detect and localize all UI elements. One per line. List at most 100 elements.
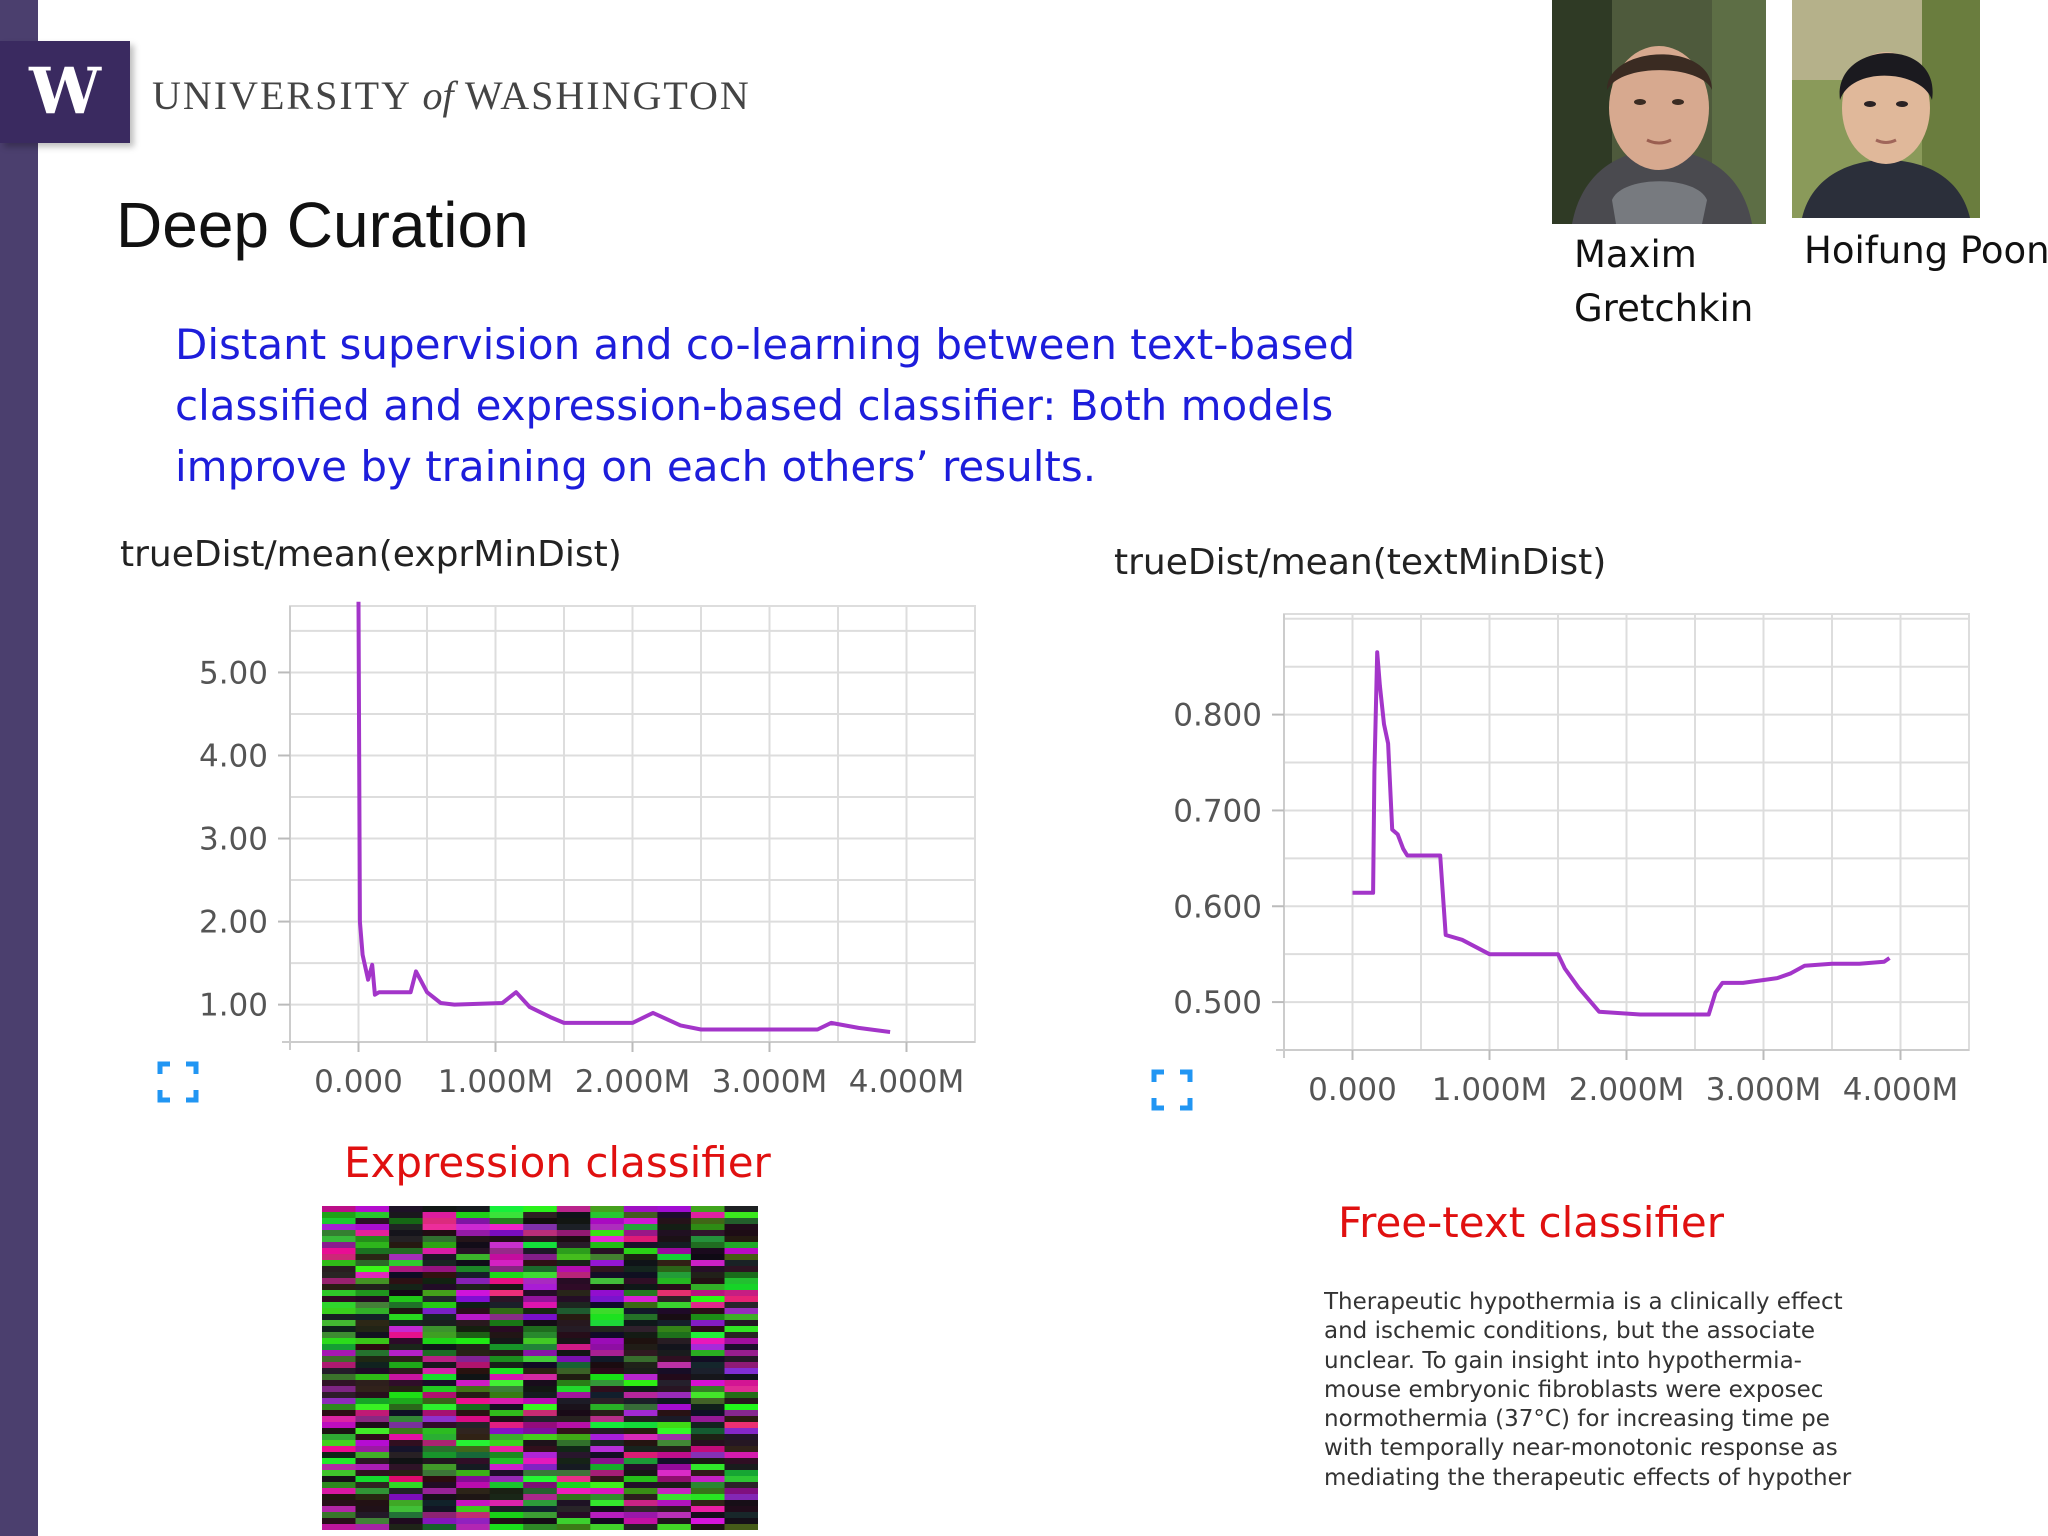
- heatmap-cell: [523, 1230, 558, 1237]
- heatmap-cell: [657, 1218, 692, 1225]
- heatmap-cell: [456, 1242, 491, 1249]
- heatmap-cell: [590, 1344, 625, 1351]
- heatmap-cell: [556, 1428, 591, 1435]
- heatmap-cell: [724, 1332, 758, 1339]
- heatmap-cell: [556, 1446, 591, 1453]
- heatmap-cell: [355, 1326, 390, 1333]
- heatmap-cell: [523, 1422, 558, 1429]
- heatmap-cell: [556, 1452, 591, 1459]
- heatmap-cell: [489, 1524, 524, 1530]
- free-text-classifier-label: Free-text classifier: [1338, 1198, 1725, 1247]
- heatmap-cell: [590, 1278, 625, 1285]
- heatmap-cell: [322, 1332, 356, 1339]
- heatmap-cell: [556, 1350, 591, 1357]
- heatmap-cell: [489, 1362, 524, 1369]
- heatmap-cell: [724, 1314, 758, 1321]
- heatmap-cell: [422, 1500, 457, 1507]
- heatmap-cell: [657, 1290, 692, 1297]
- heatmap-cell: [657, 1320, 692, 1327]
- heatmap-cell: [456, 1224, 491, 1231]
- heatmap-cell: [489, 1422, 524, 1429]
- heatmap-cell: [523, 1404, 558, 1411]
- heatmap-cell: [590, 1488, 625, 1495]
- heatmap-cell: [623, 1434, 658, 1441]
- heatmap-cell: [623, 1416, 658, 1423]
- heatmap-cell: [657, 1500, 692, 1507]
- heatmap-cell: [322, 1512, 356, 1519]
- heatmap-cell: [590, 1368, 625, 1375]
- heatmap-cell: [657, 1470, 692, 1477]
- heatmap-cell: [556, 1416, 591, 1423]
- heatmap-cell: [523, 1512, 558, 1519]
- heatmap-cell: [355, 1524, 390, 1530]
- heatmap-cell: [724, 1404, 758, 1411]
- heatmap-cell: [489, 1278, 524, 1285]
- heatmap-cell: [389, 1308, 424, 1315]
- heatmap-cell: [456, 1206, 491, 1213]
- heatmap-cell: [523, 1338, 558, 1345]
- heatmap-cell: [389, 1386, 424, 1393]
- x-tick-label: 3.000M: [1706, 1072, 1822, 1108]
- person-name-line: Hoifung Poon: [1804, 229, 2048, 272]
- heatmap-cell: [422, 1248, 457, 1255]
- heatmap-cell: [590, 1446, 625, 1453]
- heatmap-cell: [724, 1224, 758, 1231]
- heatmap-cell: [623, 1398, 658, 1405]
- heatmap-cell: [556, 1314, 591, 1321]
- heatmap-cell: [355, 1344, 390, 1351]
- heatmap-cell: [724, 1356, 758, 1363]
- heatmap-cell: [523, 1392, 558, 1399]
- heatmap-cell: [355, 1428, 390, 1435]
- heatmap-cell: [422, 1266, 457, 1273]
- heatmap-cell: [690, 1404, 725, 1411]
- x-tick-label: 2.000M: [575, 1064, 691, 1100]
- heatmap-cell: [690, 1338, 725, 1345]
- heatmap-cell: [355, 1362, 390, 1369]
- heatmap-cell: [489, 1326, 524, 1333]
- heatmap-cell: [322, 1434, 356, 1441]
- heatmap-cell: [322, 1380, 356, 1387]
- heatmap-cell: [355, 1458, 390, 1465]
- heatmap-cell: [623, 1386, 658, 1393]
- heatmap-cell: [322, 1266, 356, 1273]
- heatmap-cell: [523, 1506, 558, 1513]
- heatmap-cell: [590, 1296, 625, 1303]
- heatmap-cell: [355, 1230, 390, 1237]
- portrait-image: [1792, 0, 1980, 218]
- heatmap-cell: [322, 1446, 356, 1453]
- heatmap-cell: [724, 1362, 758, 1369]
- heatmap-cell: [590, 1290, 625, 1297]
- heatmap-cell: [556, 1320, 591, 1327]
- heatmap-cell: [657, 1398, 692, 1405]
- heatmap-cell: [590, 1434, 625, 1441]
- heatmap-cell: [590, 1404, 625, 1411]
- heatmap-cell: [456, 1494, 491, 1501]
- heatmap-cell: [724, 1446, 758, 1453]
- heatmap-cell: [690, 1452, 725, 1459]
- heatmap-cell: [623, 1452, 658, 1459]
- heatmap-cell: [422, 1368, 457, 1375]
- heatmap-cell: [389, 1260, 424, 1267]
- heatmap-cell: [422, 1488, 457, 1495]
- heatmap-cell: [389, 1488, 424, 1495]
- heatmap-cell: [422, 1272, 457, 1279]
- expand-icon-corner: [157, 1061, 170, 1074]
- heatmap-cell: [355, 1392, 390, 1399]
- heatmap-cell: [556, 1392, 591, 1399]
- heatmap-cell: [389, 1440, 424, 1447]
- heatmap-cell: [389, 1494, 424, 1501]
- heatmap-cell: [657, 1326, 692, 1333]
- heatmap-cell: [389, 1410, 424, 1417]
- heatmap-cell: [523, 1470, 558, 1477]
- heatmap-cell: [389, 1296, 424, 1303]
- heatmap-cell: [623, 1242, 658, 1249]
- heatmap-cell: [690, 1362, 725, 1369]
- heatmap-cell: [355, 1314, 390, 1321]
- heatmap-cell: [590, 1356, 625, 1363]
- heatmap-cell: [523, 1446, 558, 1453]
- heatmap-cell: [556, 1380, 591, 1387]
- heatmap-cell: [422, 1524, 457, 1530]
- heatmap-cell: [690, 1254, 725, 1261]
- heatmap-cell: [690, 1290, 725, 1297]
- heatmap-cell: [456, 1230, 491, 1237]
